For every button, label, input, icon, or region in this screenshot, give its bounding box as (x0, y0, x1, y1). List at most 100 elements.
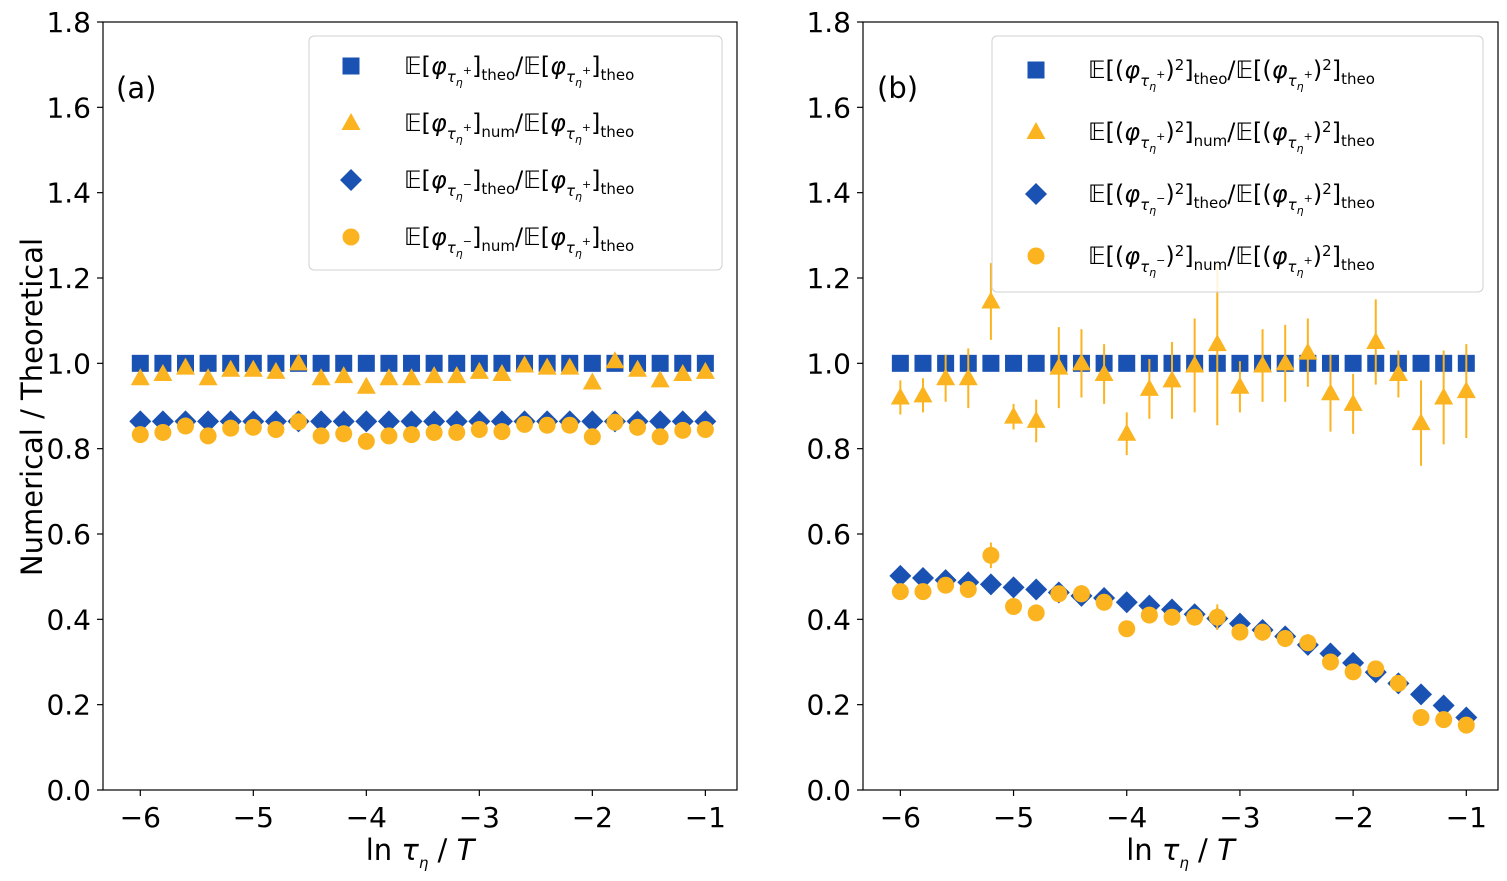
data-point (1027, 354, 1045, 372)
data-point (981, 291, 1001, 309)
legend-marker-circle (1027, 247, 1045, 265)
data-point (1163, 608, 1181, 626)
data-point (1412, 708, 1430, 726)
data-point (448, 354, 466, 372)
data-point (379, 368, 399, 386)
legend-marker-triangle (341, 113, 361, 130)
data-point (1321, 653, 1339, 671)
data-point (650, 370, 670, 388)
data-point (357, 432, 375, 450)
legend-entry: 𝔼[(φτη−)2]num/𝔼[(φτη+)2]theo (1088, 242, 1375, 279)
data-point (674, 354, 692, 372)
data-point (1094, 364, 1114, 381)
data-point (131, 426, 149, 444)
x-tick-label: −6 (880, 801, 921, 834)
legend-entry: 𝔼[φτη+]theo/𝔼[φτη+]theo (404, 52, 634, 89)
data-point (1095, 593, 1113, 611)
panel-label-b: (b) (877, 71, 918, 105)
data-point (335, 354, 353, 372)
data-point (380, 354, 398, 372)
y-tick-label: 0.2 (806, 689, 851, 722)
data-point (1004, 406, 1024, 424)
data-point (516, 415, 534, 433)
data-point (982, 546, 1000, 564)
data-point (560, 357, 580, 375)
y-tick-label: 1.4 (46, 177, 91, 210)
data-point (537, 357, 557, 375)
data-point (1410, 683, 1433, 706)
legend-frame (308, 35, 723, 271)
data-point (937, 576, 955, 594)
data-point (332, 410, 355, 433)
data-point (493, 354, 511, 372)
legend-marker-square (1027, 61, 1045, 79)
data-point (1162, 370, 1182, 388)
data-point (581, 410, 604, 433)
data-point (695, 361, 715, 379)
data-point (244, 418, 262, 436)
data-point (1027, 604, 1045, 622)
y-tick-label: 1.6 (806, 91, 851, 124)
data-point (1435, 711, 1453, 729)
data-point (891, 583, 909, 601)
series-square (131, 354, 714, 372)
data-point (649, 410, 672, 433)
data-point (1367, 660, 1385, 678)
data-point (606, 413, 624, 431)
legend-marker-triangle (1026, 122, 1046, 139)
data-point (1253, 355, 1273, 373)
data-point (1140, 606, 1158, 624)
data-point (891, 354, 909, 372)
data-point (1388, 364, 1408, 381)
y-tick-label: 1.0 (46, 347, 91, 380)
data-point (377, 410, 400, 433)
plot-frame (102, 21, 738, 791)
data-point (1432, 694, 1455, 717)
data-point (175, 357, 195, 375)
legend-entry: 𝔼[φτη−]theo/𝔼[φτη+]theo (404, 166, 634, 203)
data-point (628, 359, 648, 377)
data-point (1139, 378, 1159, 396)
y-tick-label: 0.8 (806, 433, 851, 466)
legend: 𝔼[(φτη+)2]theo/𝔼[(φτη+)2]theo 𝔼[(φτη+)2]n… (991, 35, 1484, 293)
x-tick-label: −4 (346, 801, 387, 834)
x-tick-label: −3 (1219, 801, 1260, 834)
data-point (131, 354, 149, 372)
data-point (1231, 623, 1249, 641)
data-point (914, 583, 932, 601)
data-point (911, 566, 934, 589)
data-point (1117, 423, 1137, 441)
data-point (1071, 353, 1091, 371)
series-circle (891, 542, 1475, 734)
data-point (1412, 354, 1430, 372)
y-tick-label: 1.2 (806, 262, 851, 295)
data-point (582, 372, 602, 390)
data-point (1050, 585, 1068, 603)
data-point (515, 355, 535, 373)
y-tick-label: 0.0 (806, 774, 851, 807)
legend-entry: 𝔼[(φτη+)2]theo/𝔼[(φτη+)2]theo (1088, 56, 1375, 93)
series-circle (131, 413, 714, 450)
y-tick-label: 1.6 (46, 91, 91, 124)
x-tick-label: −5 (993, 801, 1034, 834)
y-tick-label: 0.4 (806, 603, 851, 636)
data-point (403, 354, 421, 372)
data-point (469, 361, 489, 379)
data-point (1049, 357, 1069, 375)
x-axis-label: ln τη / T (366, 833, 477, 872)
series-diamond (129, 410, 717, 433)
x-tick-label: −3 (459, 801, 500, 834)
data-point (1299, 634, 1317, 652)
data-point (289, 353, 309, 371)
legend-entry: 𝔼[φτη+]num/𝔼[φτη+]theo (404, 109, 634, 146)
y-tick-label: 1.0 (806, 347, 851, 380)
data-point (312, 354, 330, 372)
data-point (651, 354, 669, 372)
data-point (914, 354, 932, 372)
data-point (651, 428, 669, 446)
x-tick-label: −1 (1446, 801, 1487, 834)
data-point (1072, 585, 1090, 603)
data-point (447, 366, 467, 384)
data-point (1457, 716, 1475, 734)
data-point (130, 368, 150, 386)
